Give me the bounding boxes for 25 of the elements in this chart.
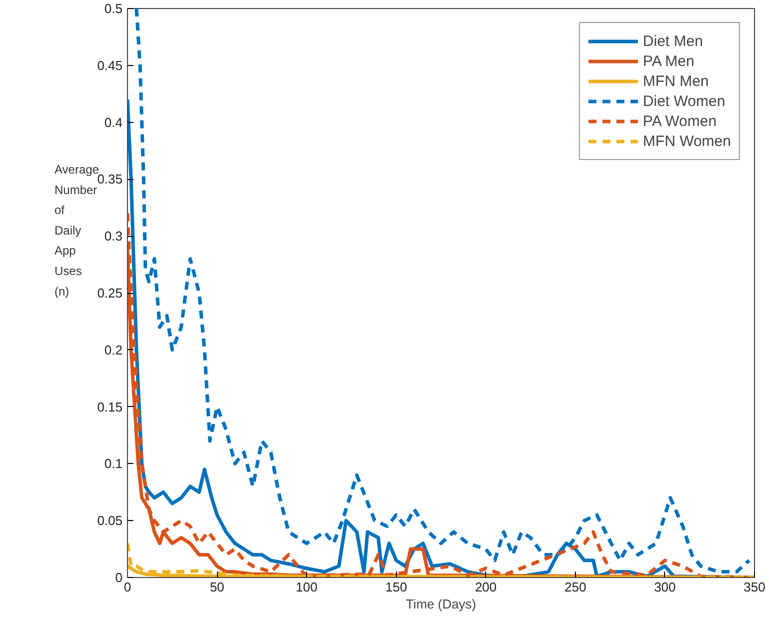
y-tick-label: 0.25 [97, 286, 123, 300]
y-tick-label: 0.3 [104, 228, 123, 244]
legend-label: PA Men [642, 52, 694, 70]
y-tick-label: 0.15 [97, 399, 123, 414]
legend-label: PA Women [642, 112, 717, 130]
x-tick-label: 200 [474, 580, 497, 594]
x-tick-label: 150 [385, 580, 408, 594]
x-axis-title: Time (Days) [406, 596, 476, 612]
x-tick-label: 300 [654, 580, 676, 594]
y-tick-label: 0.35 [97, 172, 123, 187]
x-tick-label: 100 [296, 580, 318, 594]
y-tick-label: 0.1 [104, 456, 123, 472]
legend-label: Diet Men [642, 32, 703, 50]
y-tick-label: 0.45 [97, 58, 123, 73]
legend-label: MFN Women [642, 132, 731, 150]
y-tick-label: 0 [115, 570, 123, 585]
x-tick-label: 350 [744, 580, 766, 594]
y-tick-label: 0.2 [104, 342, 123, 358]
legend-label: Diet Women [642, 92, 726, 110]
y-tick-label: 0.4 [104, 114, 123, 130]
y-tick-label: 0.5 [104, 1, 123, 16]
legend-label: MFN Men [642, 72, 709, 90]
y-tick-label: 0.05 [97, 513, 123, 528]
x-tick-label: 250 [564, 580, 586, 594]
x-tick-label: 50 [210, 580, 224, 594]
